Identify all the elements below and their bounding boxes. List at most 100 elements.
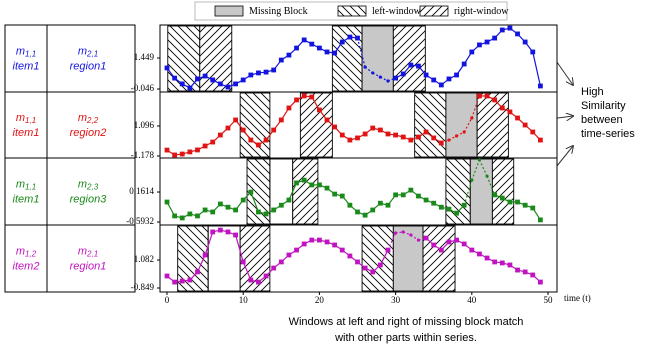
point: [240, 77, 246, 83]
point: [347, 253, 353, 259]
point: [256, 142, 261, 148]
point: [217, 227, 223, 233]
point: [172, 279, 178, 285]
point: [355, 259, 360, 265]
subscript: 1,1: [25, 50, 36, 59]
point: [492, 35, 498, 41]
point: [492, 97, 498, 103]
point: [240, 259, 246, 265]
point: [248, 189, 254, 195]
y-tick-label: 0.1614: [129, 186, 154, 196]
point: [469, 49, 475, 55]
point: [461, 61, 467, 67]
point: [492, 259, 498, 265]
point: [522, 122, 528, 128]
point: [210, 77, 216, 83]
point: [515, 31, 520, 37]
point: [195, 213, 200, 219]
point: [332, 50, 338, 56]
point: [324, 117, 330, 123]
point: [461, 202, 467, 208]
cell-symbol: m2,1: [78, 45, 98, 58]
point: [187, 277, 193, 283]
point: [477, 42, 482, 48]
point: [278, 259, 284, 265]
point: [446, 206, 452, 212]
y-tick-label: -1.178: [131, 150, 155, 160]
window-block: [199, 25, 233, 92]
point: [469, 247, 475, 253]
cell-text: region1: [70, 260, 107, 272]
point: [256, 209, 261, 215]
point: [263, 211, 269, 217]
point: [164, 147, 170, 153]
point: [202, 252, 208, 258]
point: [484, 255, 490, 261]
panel-frame: [159, 224, 558, 293]
point: [271, 127, 277, 133]
point: [210, 209, 216, 215]
window-block: [445, 92, 478, 158]
cell-text: item1: [13, 193, 40, 205]
window-block: [361, 225, 394, 292]
subscript: 1,2: [25, 250, 37, 259]
point: [317, 237, 322, 243]
point: [438, 247, 444, 253]
point: [416, 193, 421, 199]
legend-swatch: [214, 5, 244, 17]
series-segment: [235, 234, 244, 263]
window-block: [292, 158, 319, 225]
point: [309, 237, 315, 243]
series-segment: [532, 51, 541, 87]
point: [362, 265, 368, 271]
legend-label: Missing Block: [249, 6, 308, 17]
point: [454, 134, 459, 138]
point: [225, 125, 231, 131]
window-block: [392, 225, 424, 292]
point: [225, 229, 231, 235]
subscript: 2,1: [86, 250, 98, 259]
point: [271, 67, 277, 73]
window-block: [239, 92, 271, 158]
window-block: [239, 225, 271, 292]
point: [470, 116, 474, 120]
point: [317, 182, 322, 188]
y-tick-label: -0.046: [131, 83, 155, 93]
series-segment: [196, 254, 206, 273]
point: [371, 71, 375, 75]
cell-text: region3: [70, 193, 108, 205]
point: [499, 105, 505, 111]
point: [233, 207, 238, 213]
point: [339, 39, 345, 45]
point: [347, 34, 353, 40]
point: [309, 94, 315, 100]
point: [522, 202, 528, 208]
point: [477, 93, 482, 99]
point: [530, 205, 536, 211]
point: [530, 129, 536, 135]
series-segment: [356, 37, 366, 68]
legend-swatch: [419, 5, 449, 17]
point: [370, 269, 376, 275]
point: [477, 251, 482, 257]
point: [362, 212, 368, 218]
point: [385, 247, 391, 253]
point: [286, 52, 292, 58]
cell-symbol: m1,2: [16, 245, 37, 258]
point: [363, 65, 367, 69]
point: [385, 202, 391, 208]
point: [294, 45, 299, 51]
point: [210, 229, 216, 235]
y-tick-label: -0.849: [131, 282, 155, 292]
point: [454, 237, 459, 243]
point: [210, 139, 216, 145]
window-block: [445, 158, 471, 225]
series-segment: [379, 249, 389, 266]
point: [438, 204, 444, 210]
series-segment: [204, 231, 214, 256]
legend-swatch: [337, 5, 367, 17]
y-tick-label: 1.082: [134, 254, 154, 264]
point: [225, 204, 231, 210]
point: [286, 197, 292, 203]
